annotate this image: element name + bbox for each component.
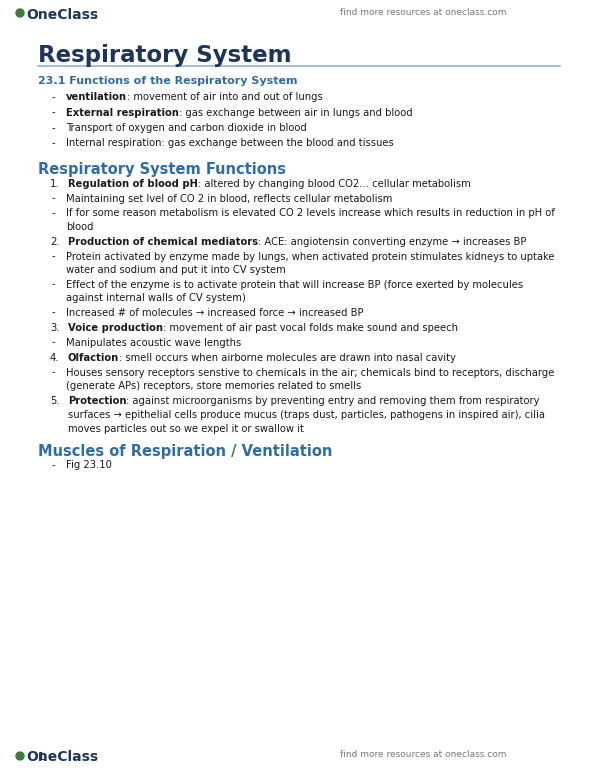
Text: 5.: 5. <box>50 397 60 407</box>
Text: -: - <box>52 208 55 218</box>
Text: Effect of the enzyme is to activate protein that will increase BP (force exerted: Effect of the enzyme is to activate prot… <box>66 280 523 290</box>
Text: 1: 1 <box>38 752 45 762</box>
Text: Production of chemical mediators: Production of chemical mediators <box>68 237 258 247</box>
Text: 3.: 3. <box>50 323 60 333</box>
Text: (generate APs) receptors, store memories related to smells: (generate APs) receptors, store memories… <box>66 381 361 391</box>
Text: Maintaining set lvel of CO 2 in blood, reflects cellular metabolism: Maintaining set lvel of CO 2 in blood, r… <box>66 193 392 203</box>
Text: Fig 23.10: Fig 23.10 <box>66 460 112 470</box>
Text: moves particles out so we expel it or swallow it: moves particles out so we expel it or sw… <box>68 424 304 434</box>
Text: 23.1 Functions of the Respiratory System: 23.1 Functions of the Respiratory System <box>38 76 298 86</box>
Text: : smell occurs when airborne molecules are drawn into nasal cavity: : smell occurs when airborne molecules a… <box>119 353 456 363</box>
Text: Respiratory System Functions: Respiratory System Functions <box>38 162 286 177</box>
Text: Increased # of molecules → increased force → increased BP: Increased # of molecules → increased for… <box>66 307 364 317</box>
Text: Internal respiration: gas exchange between the blood and tissues: Internal respiration: gas exchange betwe… <box>66 139 394 149</box>
Text: Houses sensory receptors senstive to chemicals in the air; chemicals bind to rec: Houses sensory receptors senstive to che… <box>66 367 555 377</box>
Text: Olfaction: Olfaction <box>68 353 119 363</box>
Text: Protection: Protection <box>68 397 127 407</box>
Text: -: - <box>52 307 55 317</box>
Text: against internal walls of CV system): against internal walls of CV system) <box>66 293 246 303</box>
Text: OneClass: OneClass <box>26 750 98 764</box>
Text: : gas exchange between air in lungs and blood: : gas exchange between air in lungs and … <box>179 108 412 118</box>
Text: -: - <box>52 337 55 347</box>
Text: 4.: 4. <box>50 353 60 363</box>
Text: surfaces → epithelial cells produce mucus (traps dust, particles, pathogens in i: surfaces → epithelial cells produce mucu… <box>68 410 545 420</box>
Text: -: - <box>52 123 55 133</box>
Text: -: - <box>52 108 55 118</box>
Text: Manipulates acoustic wave lengths: Manipulates acoustic wave lengths <box>66 337 241 347</box>
Text: Voice production: Voice production <box>68 323 163 333</box>
Text: : against microorganisms by preventing entry and removing them from respiratory: : against microorganisms by preventing e… <box>127 397 540 407</box>
Text: If for some reason metabolism is elevated CO 2 levels increase which results in : If for some reason metabolism is elevate… <box>66 208 555 218</box>
Text: -: - <box>52 139 55 149</box>
Text: OneClass: OneClass <box>26 8 98 22</box>
Text: water and sodium and put it into CV system: water and sodium and put it into CV syst… <box>66 265 286 275</box>
Text: Protein activated by enzyme made by lungs, when activated protein stimulates kid: Protein activated by enzyme made by lung… <box>66 252 555 262</box>
Circle shape <box>16 9 24 17</box>
Circle shape <box>16 752 24 760</box>
Text: Respiratory System: Respiratory System <box>38 44 292 67</box>
Text: find more resources at oneclass.com: find more resources at oneclass.com <box>340 750 506 759</box>
Text: -: - <box>52 460 55 470</box>
Text: External respiration: External respiration <box>66 108 179 118</box>
Text: : ACE: angiotensin converting enzyme → increases BP: : ACE: angiotensin converting enzyme → i… <box>258 237 527 247</box>
Text: -: - <box>52 280 55 290</box>
Text: Regulation of blood pH: Regulation of blood pH <box>68 179 198 189</box>
Text: -: - <box>52 92 55 102</box>
Text: -: - <box>52 252 55 262</box>
Text: 1.: 1. <box>50 179 60 189</box>
Text: -: - <box>52 367 55 377</box>
Text: : movement of air past vocal folds make sound and speech: : movement of air past vocal folds make … <box>163 323 458 333</box>
Text: find more resources at oneclass.com: find more resources at oneclass.com <box>340 8 506 17</box>
Text: : altered by changing blood CO2... cellular metabolism: : altered by changing blood CO2... cellu… <box>198 179 471 189</box>
Text: -: - <box>52 193 55 203</box>
Text: ventilation: ventilation <box>66 92 127 102</box>
Text: : movement of air into and out of lungs: : movement of air into and out of lungs <box>127 92 322 102</box>
Text: 2.: 2. <box>50 237 60 247</box>
Text: blood: blood <box>66 222 93 232</box>
Text: Muscles of Respiration / Ventilation: Muscles of Respiration / Ventilation <box>38 444 333 459</box>
Text: Transport of oxygen and carbon dioxide in blood: Transport of oxygen and carbon dioxide i… <box>66 123 307 133</box>
